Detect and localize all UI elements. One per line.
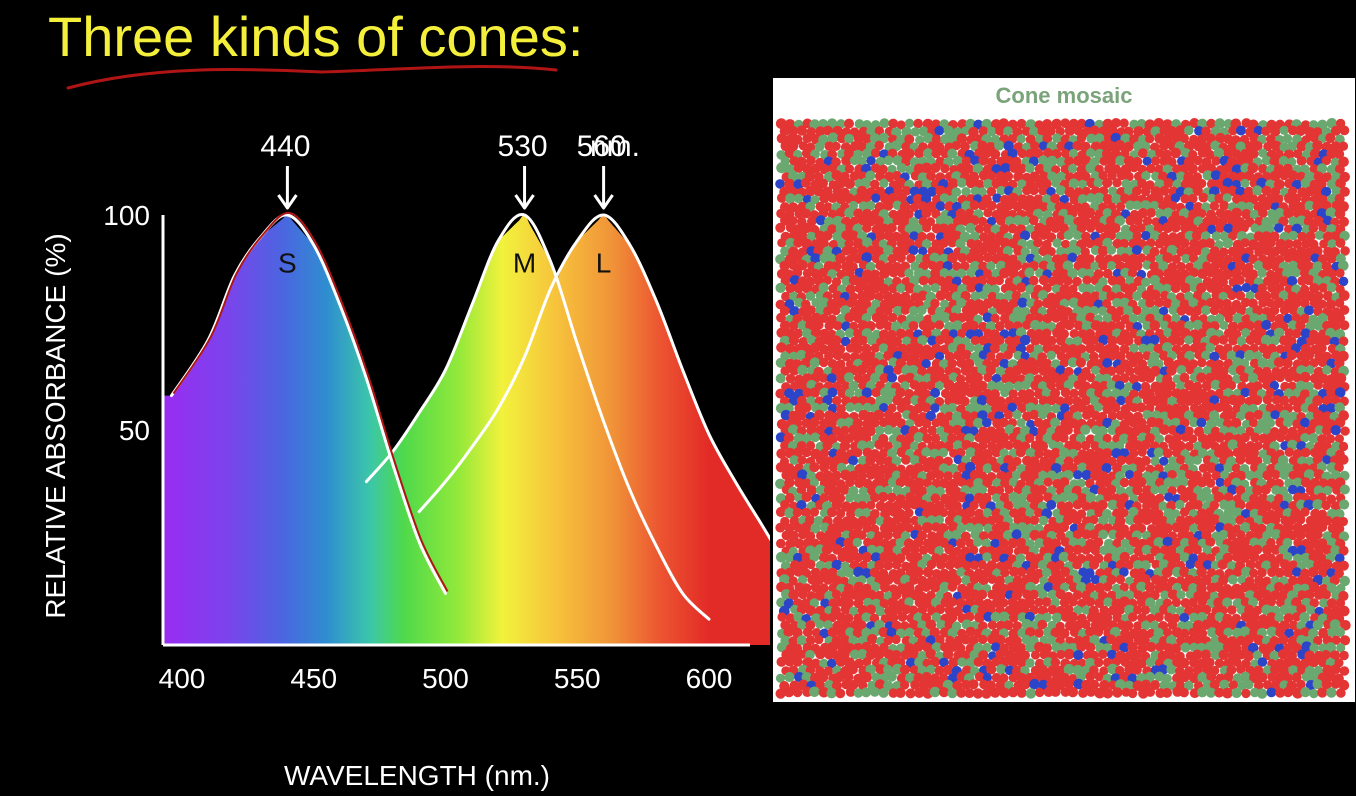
curve-L bbox=[417, 213, 770, 542]
peak-arrowhead-L bbox=[593, 194, 614, 210]
curve-label-L: L bbox=[596, 247, 612, 278]
curve-label-S: S bbox=[278, 247, 297, 278]
curve-label-M: M bbox=[513, 247, 536, 278]
absorbance-chart: 40045050055060065010050440S530M560L RELA… bbox=[40, 130, 770, 791]
cone-cells bbox=[775, 118, 1351, 699]
x-tick-label: 550 bbox=[554, 663, 601, 694]
handwritten-underline bbox=[66, 65, 558, 90]
slide-title: Three kinds of cones: bbox=[48, 5, 584, 68]
underline-stroke bbox=[66, 65, 558, 90]
curve-M bbox=[364, 212, 711, 621]
y-axis-label: RELATIVE ABSORBANCE (%) bbox=[40, 233, 71, 618]
peak-label-L: 560 bbox=[577, 130, 627, 163]
peak-arrowhead-S bbox=[277, 194, 298, 210]
x-tick-label: 500 bbox=[422, 663, 469, 694]
x-tick-label: 600 bbox=[686, 663, 733, 694]
unit-label: nm. bbox=[590, 130, 640, 163]
y-tick-label: 100 bbox=[103, 200, 150, 231]
cone-mosaic-image bbox=[775, 118, 1351, 699]
cone-mosaic-panel: Cone mosaic bbox=[773, 78, 1355, 702]
spectrum-area bbox=[163, 214, 770, 645]
cone-mosaic-title: Cone mosaic bbox=[995, 83, 1133, 108]
peak-label-M: 530 bbox=[498, 130, 548, 163]
curve-S bbox=[170, 213, 447, 595]
peak-arrowhead-M bbox=[514, 194, 535, 210]
x-tick-label: 450 bbox=[290, 663, 337, 694]
y-tick-label: 50 bbox=[119, 415, 150, 446]
annotation-s-curve bbox=[172, 211, 449, 592]
x-axis-label: WAVELENGTH (nm.) bbox=[284, 760, 550, 791]
peak-label-S: 440 bbox=[260, 130, 310, 163]
x-tick-label: 400 bbox=[159, 663, 206, 694]
